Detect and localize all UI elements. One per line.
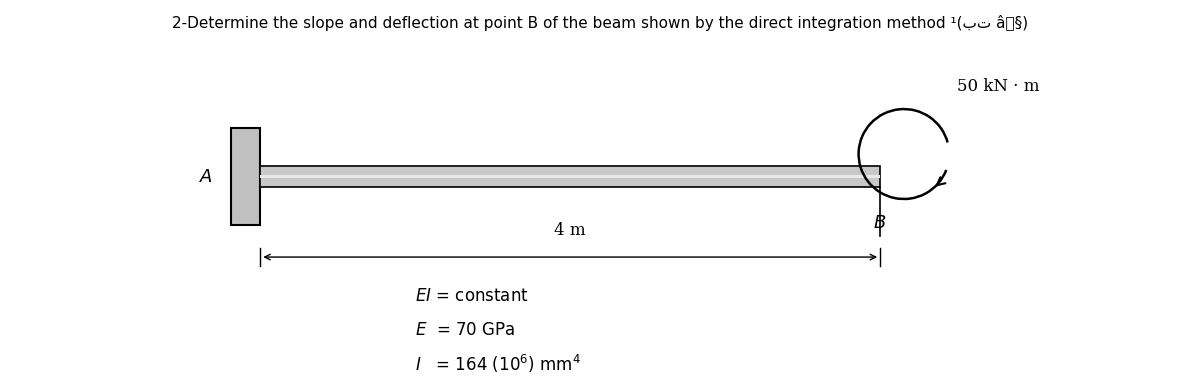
Text: 4 m: 4 m — [554, 223, 586, 239]
Text: $B$: $B$ — [874, 214, 887, 232]
Polygon shape — [260, 166, 880, 187]
Text: 2-Determine the slope and deflection at point B of the beam shown by the direct : 2-Determine the slope and deflection at … — [172, 15, 1028, 31]
Text: 50 kN · m: 50 kN · m — [958, 78, 1040, 95]
Text: $E$  = 70 GPa: $E$ = 70 GPa — [415, 321, 516, 339]
Polygon shape — [230, 128, 260, 225]
Text: $EI$ = constant: $EI$ = constant — [415, 287, 529, 305]
Text: $A$: $A$ — [199, 167, 212, 185]
Text: $I$   = 164 (10$^6$) mm$^4$: $I$ = 164 (10$^6$) mm$^4$ — [415, 353, 581, 375]
Polygon shape — [260, 175, 880, 178]
